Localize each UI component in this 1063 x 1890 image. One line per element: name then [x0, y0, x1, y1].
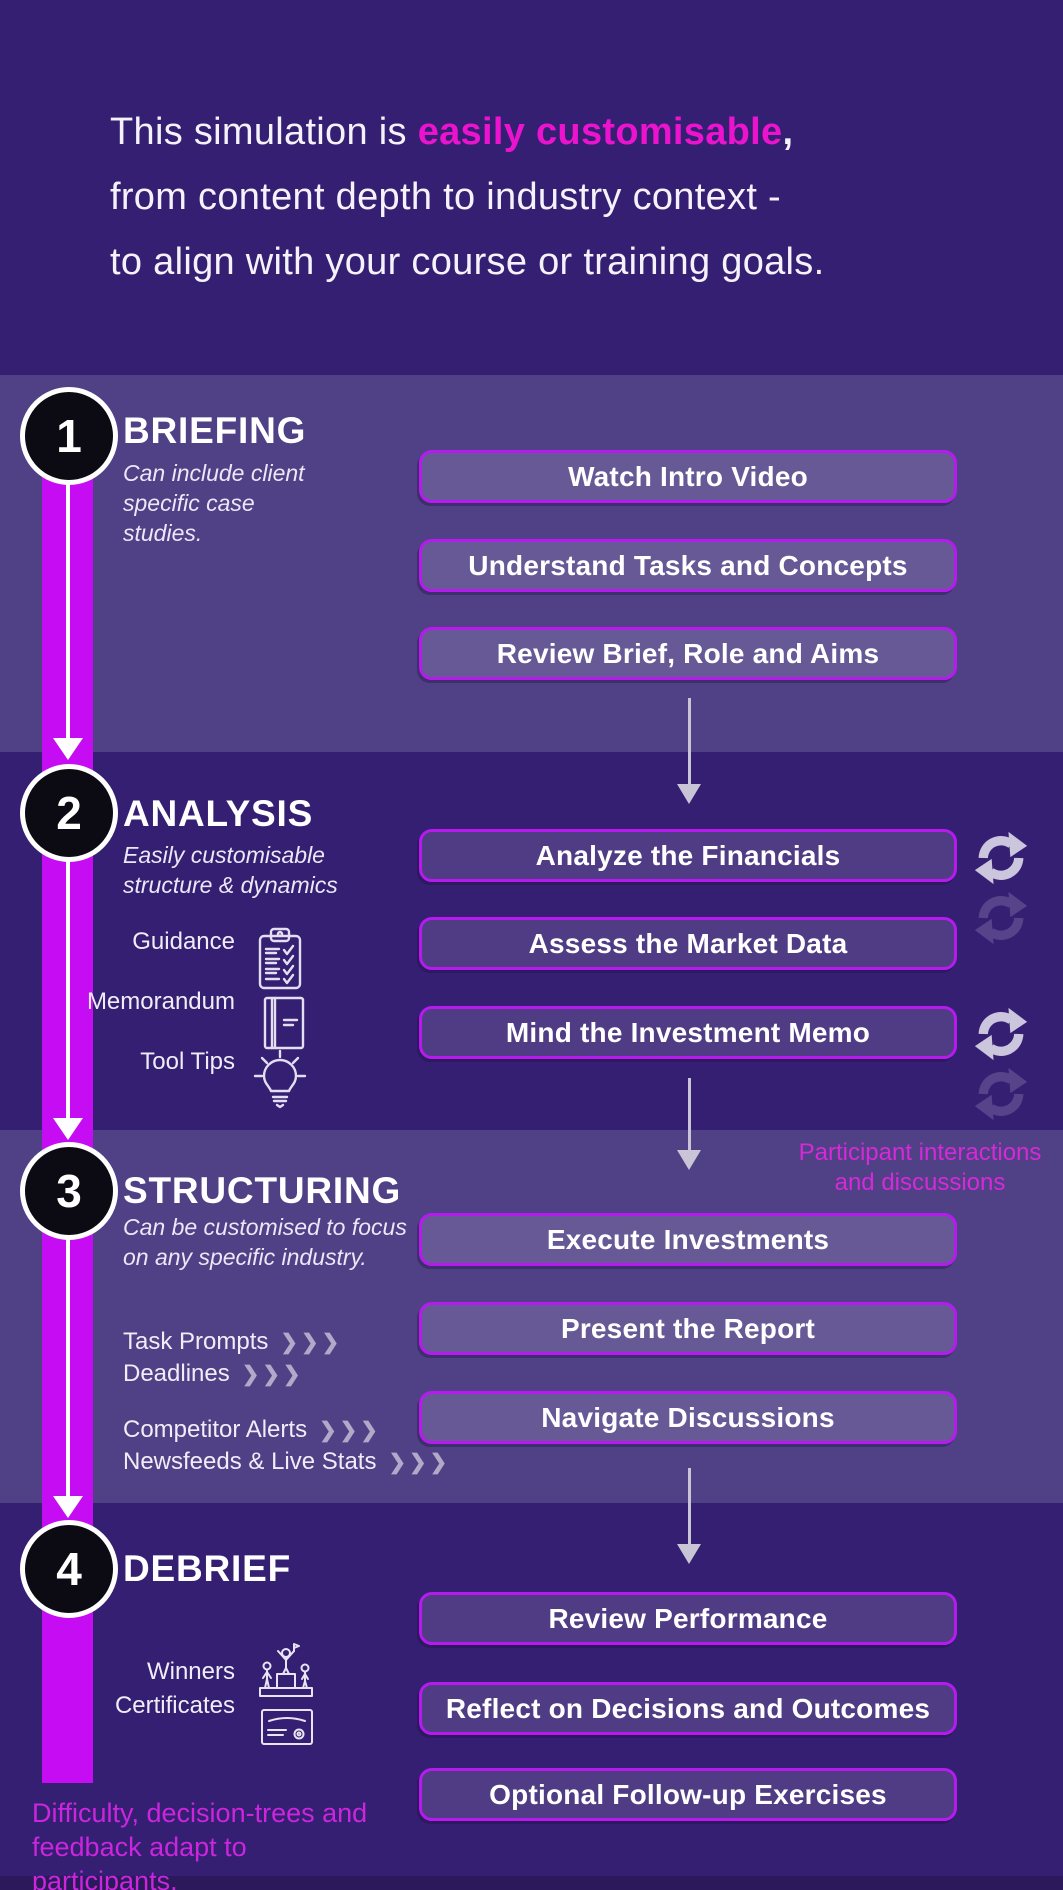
sync-icon — [973, 830, 1029, 886]
intro-highlight: easily customisable — [417, 111, 783, 153]
feature-guidance-label: Guidance — [132, 928, 235, 955]
task-button-label: Present the Report — [560, 1312, 816, 1344]
down-arrow-icon — [677, 784, 701, 804]
task-button-label: Execute Investments — [546, 1223, 830, 1255]
annotation-line2: and discussions — [834, 1169, 1006, 1196]
stage2-description: Easily customisable structure & dynamics — [123, 842, 338, 898]
feature-certificates-label: Certificates — [114, 1692, 235, 1719]
stage2-number-badge: 2 — [20, 764, 118, 862]
timeline-segment-1 — [66, 483, 70, 738]
feature-competitor-alerts: Competitor Alerts ❯❯❯ — [123, 1416, 381, 1444]
certificate-icon — [260, 1708, 314, 1746]
lightbulb-icon — [252, 1048, 308, 1110]
flow-arrow-line — [688, 1078, 691, 1150]
sync-icon — [973, 1006, 1029, 1062]
stage1-number: 1 — [56, 410, 82, 462]
feature-deadlines: Deadlines ❯❯❯ — [123, 1360, 304, 1388]
stage4-number-badge: 4 — [20, 1520, 118, 1618]
task-button-label: Understand Tasks and Concepts — [468, 549, 908, 581]
timeline-arrowhead-3 — [53, 1496, 83, 1518]
feature-deadlines-label: Deadlines — [123, 1360, 230, 1387]
task-button-present-report[interactable]: Present the Report — [419, 1302, 957, 1355]
task-button-label: Mind the Investment Memo — [505, 1016, 871, 1048]
timeline-arrowhead-1 — [53, 738, 83, 760]
task-button-review-brief[interactable]: Review Brief, Role and Aims — [419, 627, 957, 680]
stage1-description: Can include client specific case studies… — [123, 460, 305, 546]
bottom-edge-band — [0, 1876, 1063, 1890]
stage3-background-band — [0, 1130, 1063, 1503]
task-button-investment-memo[interactable]: Mind the Investment Memo — [419, 1006, 957, 1059]
flow-arrow-line — [688, 1468, 691, 1544]
task-button-followup-exercises[interactable]: Optional Follow-up Exercises — [419, 1768, 957, 1821]
intro-suffix: , — [782, 111, 794, 153]
flow-arrow-line — [688, 698, 691, 784]
down-arrow-icon — [677, 1544, 701, 1564]
participant-interactions-annotation: Participant interactions and discussions — [775, 1138, 1063, 1198]
task-button-label: Optional Follow-up Exercises — [489, 1778, 887, 1810]
stage4-number: 4 — [56, 1543, 82, 1595]
feature-task-prompts-label: Task Prompts — [123, 1328, 269, 1355]
sync-icon-reflection — [973, 1066, 1029, 1122]
intro-headline: This simulation is easily customisable, … — [110, 100, 824, 295]
adaptive-difficulty-note: Difficulty, decision-trees and feedback … — [32, 1798, 368, 1890]
task-button-label: Review Brief, Role and Aims — [496, 637, 880, 669]
task-button-reflect-decisions[interactable]: Reflect on Decisions and Outcomes — [419, 1682, 957, 1735]
intro-line3: to align with your course or training go… — [110, 241, 825, 283]
down-arrow-icon — [677, 1150, 701, 1170]
feature-tooltips-label: Tool Tips — [140, 1048, 235, 1075]
task-button-label: Navigate Discussions — [541, 1401, 835, 1433]
stage2-title: ANALYSIS — [123, 793, 314, 834]
triple-chevron-icon: ❯❯❯ — [241, 1363, 304, 1386]
sync-icon-reflection — [973, 890, 1029, 946]
triple-chevron-icon: ❯❯❯ — [319, 1419, 381, 1442]
stage3-title: STRUCTURING — [123, 1170, 402, 1211]
stage3-description: Can be customised to focus on any specif… — [123, 1214, 407, 1270]
feature-competitor-alerts-label: Competitor Alerts — [123, 1416, 308, 1443]
task-button-label: Reflect on Decisions and Outcomes — [445, 1692, 931, 1724]
stage3-number-badge: 3 — [20, 1142, 118, 1240]
task-button-execute-investments[interactable]: Execute Investments — [419, 1213, 957, 1266]
feature-newsfeeds: Newsfeeds & Live Stats ❯❯❯ — [123, 1448, 450, 1476]
stage1-background-band — [0, 375, 1063, 752]
notebook-icon — [262, 996, 306, 1050]
task-button-understand-tasks[interactable]: Understand Tasks and Concepts — [419, 539, 957, 592]
timeline-segment-3 — [66, 1238, 70, 1496]
task-button-navigate-discussions[interactable]: Navigate Discussions — [419, 1391, 957, 1444]
task-button-watch-intro-video[interactable]: Watch Intro Video — [419, 450, 957, 503]
task-button-label: Assess the Market Data — [528, 927, 848, 959]
stage1-title: BRIEFING — [123, 410, 307, 451]
task-button-assess-market-data[interactable]: Assess the Market Data — [419, 917, 957, 970]
feature-winners-label: Winners — [146, 1658, 235, 1685]
annotation-line1: Participant interactions — [798, 1139, 1042, 1166]
task-button-label: Watch Intro Video — [568, 460, 808, 492]
triple-chevron-icon: ❯❯❯ — [280, 1331, 343, 1354]
stage2-number: 2 — [56, 787, 82, 839]
feature-task-prompts: Task Prompts ❯❯❯ — [123, 1328, 342, 1356]
feature-newsfeeds-label: Newsfeeds & Live Stats — [123, 1448, 377, 1475]
feature-memorandum-label: Memorandum — [86, 988, 235, 1015]
stage1-number-badge: 1 — [20, 387, 118, 485]
task-button-analyze-financials[interactable]: Analyze the Financials — [419, 829, 957, 882]
task-button-label: Analyze the Financials — [535, 839, 841, 871]
timeline-segment-2 — [66, 860, 70, 1118]
intro-prefix: This simulation is — [110, 111, 418, 153]
stage4-title: DEBRIEF — [123, 1548, 291, 1589]
triple-chevron-icon: ❯❯❯ — [388, 1451, 451, 1474]
stage3-number: 3 — [56, 1165, 82, 1217]
timeline-arrowhead-2 — [53, 1118, 83, 1140]
clipboard-icon — [256, 926, 304, 992]
task-button-label: Review Performance — [548, 1602, 828, 1634]
podium-icon — [258, 1642, 314, 1698]
intro-line2: from content depth to industry context - — [110, 176, 782, 218]
task-button-review-performance[interactable]: Review Performance — [419, 1592, 957, 1645]
